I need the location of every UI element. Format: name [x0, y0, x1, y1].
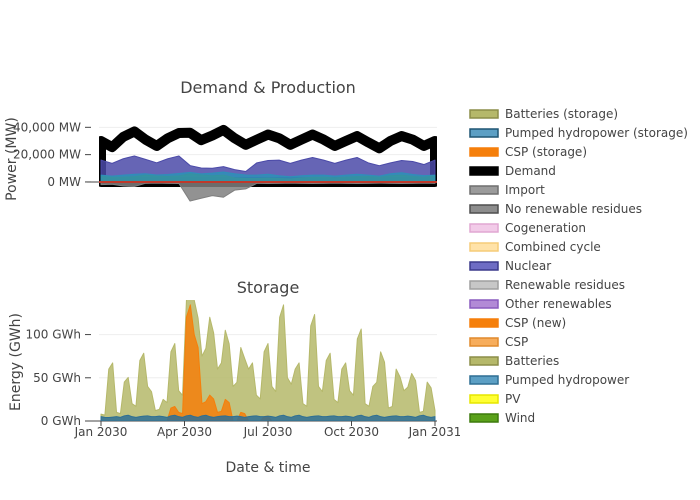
bottom-xtick-label: Jan 2030	[74, 425, 128, 439]
legend-item[interactable]: Demand	[469, 164, 556, 178]
legend-label: CSP (new)	[505, 316, 566, 330]
xaxis-title: Date & time	[226, 460, 311, 476]
top-area-demand	[99, 124, 437, 187]
legend-item[interactable]: Other renewables	[469, 297, 612, 311]
legend-swatch	[469, 394, 499, 404]
legend-label: Cogeneration	[505, 221, 586, 235]
legend-swatch	[469, 166, 499, 176]
legend-item[interactable]: Pumped hydropower	[469, 373, 629, 387]
legend-label: Pumped hydropower	[505, 373, 629, 387]
legend-swatch	[469, 337, 499, 347]
bottom-xticks: Jan 2030 Apr 2030 Jul 2030 Oct 2030 Jan 2031	[74, 421, 462, 439]
bottom-ytick-label: 50 GWh	[33, 371, 81, 385]
legend-swatch	[469, 223, 499, 233]
legend-label: Import	[505, 183, 545, 197]
legend-swatch	[469, 413, 499, 423]
top-ytick-label: 20,000 MW	[13, 148, 81, 162]
legend-swatch	[469, 375, 499, 385]
bottom-yticks: 0 GWh 50 GWh 100 GWh	[26, 328, 91, 428]
legend-label: Batteries	[505, 354, 559, 368]
top-ylabel: Power (MW)	[4, 117, 20, 201]
legend-label: PV	[505, 392, 521, 406]
legend-swatch	[469, 299, 499, 309]
legend-label: CSP (storage)	[505, 145, 587, 159]
bottom-plot: 0 GWh 50 GWh 100 GWh Jan 2030 Apr 2030 Jul 2…	[8, 278, 461, 476]
top-ytick-label: 0 MW	[47, 175, 81, 189]
top-title: Demand & Production	[180, 78, 356, 97]
legend-item[interactable]: CSP	[469, 335, 528, 349]
legend-label: Combined cycle	[505, 240, 601, 254]
legend-item[interactable]: Combined cycle	[469, 240, 601, 254]
legend-swatch	[469, 261, 499, 271]
legend-label: No renewable residues	[505, 202, 642, 216]
legend: Batteries (storage) Pumped hydropower (st…	[460, 107, 700, 444]
legend-swatch	[469, 109, 499, 119]
legend-swatch	[469, 356, 499, 366]
legend-swatch	[469, 242, 499, 252]
top-ytick-label: 40,000 MW	[13, 120, 81, 134]
legend-label: Demand	[505, 164, 556, 178]
bottom-ylabel: Energy (GWh)	[8, 313, 24, 411]
legend-item[interactable]: No renewable residues	[469, 202, 642, 216]
legend-label: Batteries (storage)	[505, 107, 618, 121]
legend-swatch	[469, 204, 499, 214]
top-area-pumped-hydropower	[100, 171, 436, 183]
bottom-ytick-label: 100 GWh	[26, 328, 82, 342]
top-plot: 0 MW 20,000 MW 40,000 MW Demand & Producti…	[4, 78, 437, 202]
legend-swatch	[469, 147, 499, 157]
legend-item[interactable]: Nuclear	[469, 259, 551, 273]
legend-label: Nuclear	[505, 259, 551, 273]
legend-label: Renewable residues	[505, 278, 625, 292]
bottom-area-batteries-storage-	[100, 300, 436, 421]
legend-label: Pumped hydropower (storage)	[505, 126, 688, 140]
legend-swatch	[469, 280, 499, 290]
legend-item[interactable]: CSP (storage)	[469, 145, 587, 159]
legend-item[interactable]: CSP (new)	[469, 316, 566, 330]
bottom-title: Storage	[237, 278, 300, 297]
legend-item[interactable]: Import	[469, 183, 545, 197]
legend-swatch	[469, 185, 499, 195]
legend-item[interactable]: Cogeneration	[469, 221, 586, 235]
legend-overflow-mask	[460, 424, 700, 444]
bottom-ytick-label: 0 GWh	[41, 414, 81, 428]
legend-item[interactable]: Batteries (storage)	[469, 107, 618, 121]
bottom-areas	[100, 300, 436, 421]
legend-swatch	[469, 128, 499, 138]
bottom-xtick-label: Jul 2030	[243, 425, 293, 439]
legend-item[interactable]: Batteries	[469, 354, 559, 368]
legend-item[interactable]: Renewable residues	[469, 278, 625, 292]
bottom-xtick-label: Apr 2030	[157, 425, 212, 439]
legend-label: CSP	[505, 335, 528, 349]
bottom-xtick-label: Jan 2031	[408, 425, 462, 439]
legend-label: Other renewables	[505, 297, 612, 311]
legend-swatch	[469, 318, 499, 328]
bottom-area-pumped-hydropower-storage-	[100, 414, 436, 421]
top-area-import	[100, 181, 436, 202]
legend-item[interactable]: Wind	[469, 411, 535, 425]
legend-item[interactable]: Pumped hydropower (storage)	[469, 126, 688, 140]
top-areas	[99, 124, 437, 202]
legend-item[interactable]: PV	[469, 392, 521, 406]
bottom-xtick-label: Oct 2030	[324, 425, 379, 439]
legend-label: Wind	[505, 411, 535, 425]
top-yticks: 0 MW 20,000 MW 40,000 MW	[13, 120, 91, 189]
